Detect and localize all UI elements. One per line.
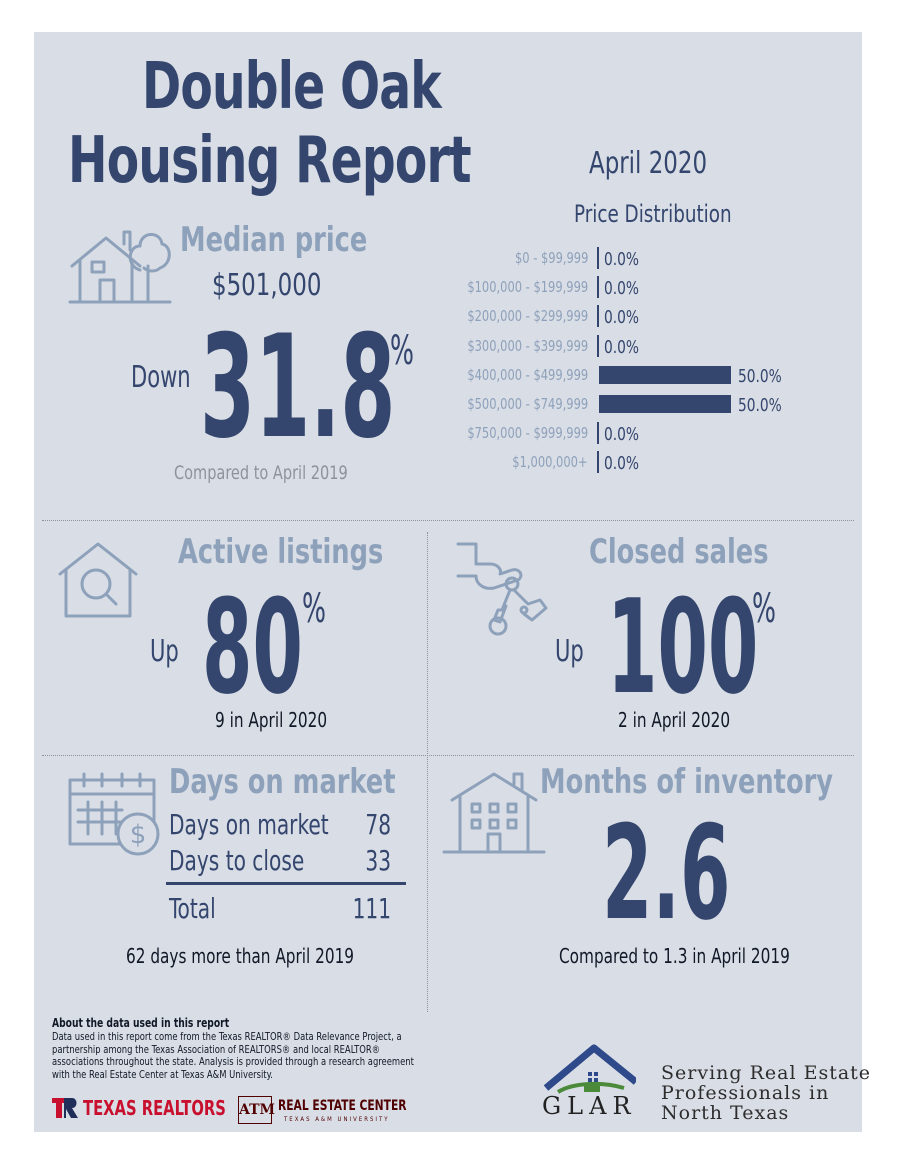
house-magnifier-icon [58, 542, 138, 618]
dom-note: 62 days more than April 2019 [126, 944, 355, 968]
price-distribution-row: $200,000 - $299,999 0.0% [434, 303, 834, 329]
price-distribution-axis [597, 334, 599, 357]
price-distribution-value: 0.0% [604, 336, 639, 358]
price-distribution-value: 50.0% [738, 365, 782, 387]
svg-text:$: $ [130, 820, 147, 850]
report-period: April 2020 [589, 146, 708, 181]
texas-realtors-text: TEXAS REALTORS [82, 1096, 226, 1120]
closed-direction: Up [555, 634, 584, 669]
glar-house-icon [544, 1044, 636, 1094]
price-distribution-axis [597, 276, 599, 299]
about-heading: About the data used in this report [52, 1016, 230, 1030]
price-distribution-axis [597, 305, 599, 328]
price-distribution-value: 0.0% [604, 249, 639, 270]
texas-realtors-logo: TEXAS REALTORS [52, 1096, 257, 1124]
hand-keys-icon [456, 542, 548, 636]
report-sheet: Double Oak Housing Report April 2020 Med… [34, 32, 870, 1132]
divider [42, 755, 854, 756]
active-change-unit: % [302, 586, 326, 632]
inventory-value: 2.6 [602, 797, 731, 949]
dom-total-value: 111 [352, 892, 391, 925]
inventory-note: Compared to 1.3 in April 2019 [559, 944, 790, 968]
price-distribution-row: $750,000 - $999,999 0.0% [434, 420, 834, 446]
tamu-logo: ATM [238, 1096, 275, 1124]
dom-total-rule [166, 882, 406, 885]
active-note: 9 in April 2020 [215, 708, 328, 732]
price-distribution-value: 0.0% [604, 307, 639, 329]
closed-change-value: 100 [607, 571, 759, 723]
price-distribution-bar [599, 365, 731, 384]
dom-row-value: 78 [365, 808, 391, 841]
calendar-dollar-icon: $ [68, 772, 160, 856]
price-distribution-value: 0.0% [604, 453, 639, 475]
active-change-value: 80 [202, 571, 303, 723]
dom-row-value: 33 [365, 844, 391, 877]
dom-row-label: Days on market [169, 808, 329, 841]
price-distribution-value: 0.0% [604, 424, 639, 446]
active-listings-title: Active listings [178, 532, 384, 572]
about-body: Data used in this report come from the T… [52, 1030, 414, 1081]
real-estate-center-subtext: TEXAS A&M UNIVERSITY [284, 1116, 390, 1123]
median-change-value: 31.8 [200, 305, 396, 470]
report-title-line1: Double Oak [142, 50, 442, 124]
median-direction: Down [131, 360, 191, 395]
glar-text: GLAR [542, 1092, 637, 1120]
closed-change-unit: % [752, 586, 776, 632]
price-range-label: $0 - $99,999 [514, 249, 588, 267]
price-range-label: $500,000 - $749,999 [467, 395, 588, 413]
price-distribution-axis [597, 247, 599, 269]
closed-note: 2 in April 2020 [618, 708, 731, 732]
divider [42, 520, 854, 521]
price-range-label: $1,000,000+ [512, 453, 588, 472]
price-distribution-value: 50.0% [738, 395, 782, 416]
price-distribution-row: $400,000 - $499,999 50.0% [434, 362, 834, 388]
median-price-title: Median price [180, 220, 368, 260]
price-distribution-row: $100,000 - $199,999 0.0% [434, 274, 834, 300]
texas-realtors-mark-icon [52, 1098, 78, 1118]
dom-row-label: Days to close [169, 844, 305, 877]
serving-line1: Serving Real Estate [661, 1062, 872, 1084]
report-title-line2: Housing Report [68, 124, 472, 198]
serving-line3: North Texas [661, 1102, 790, 1124]
price-distribution-row: $500,000 - $749,999 50.0% [434, 391, 834, 417]
months-of-inventory-title: Months of inventory [540, 762, 834, 802]
divider [427, 532, 428, 1012]
price-distribution-axis [597, 422, 599, 445]
house-tree-icon [68, 230, 172, 304]
price-distribution-axis [597, 451, 599, 474]
apartment-building-icon [442, 772, 546, 854]
price-distribution-value: 0.0% [604, 278, 639, 300]
price-range-label: $750,000 - $999,999 [467, 424, 588, 443]
active-direction: Up [150, 634, 179, 669]
median-compared: Compared to April 2019 [174, 462, 348, 484]
median-change-unit: % [390, 328, 414, 374]
price-distribution-row: $1,000,000+ 0.0% [434, 449, 834, 475]
price-distribution-row: $300,000 - $399,999 0.0% [434, 333, 834, 359]
serving-line2: Professionals in [661, 1082, 830, 1104]
price-range-label: $400,000 - $499,999 [467, 365, 588, 384]
price-range-label: $300,000 - $399,999 [467, 336, 588, 355]
real-estate-center-text: REAL ESTATE CENTER [278, 1098, 407, 1114]
price-range-label: $100,000 - $199,999 [467, 278, 588, 297]
median-price-value: $501,000 [212, 268, 322, 303]
closed-sales-title: Closed sales [589, 532, 769, 572]
price-distribution-bar [599, 395, 731, 413]
price-distribution-row: $0 - $99,999 0.0% [434, 245, 834, 271]
price-distribution-title: Price Distribution [574, 200, 732, 228]
dom-total-label: Total [169, 892, 216, 925]
price-range-label: $200,000 - $299,999 [467, 307, 588, 326]
days-on-market-title: Days on market [169, 762, 396, 802]
